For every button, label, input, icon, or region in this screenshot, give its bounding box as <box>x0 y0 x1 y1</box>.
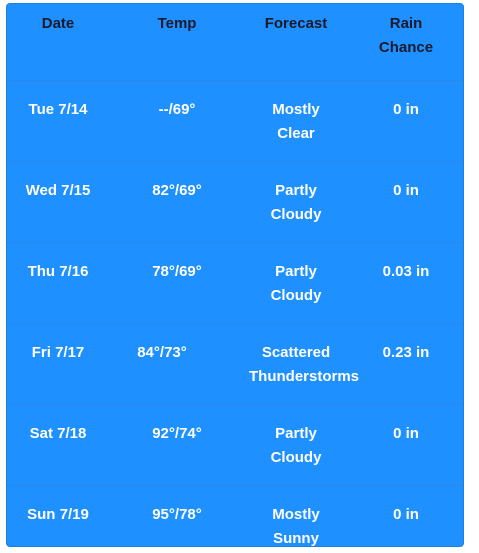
table-row: Fri 7/17 84°/73° Scattered Thunderstorms… <box>7 323 463 405</box>
forecast-line2: Thunderstorms <box>249 368 360 385</box>
header-temp: Temp <box>109 4 245 81</box>
temp-cell: 78°/69° <box>109 242 245 324</box>
forecast-cell: Partly Cloudy <box>245 161 347 243</box>
table-row: Tue 7/14 --/69° Mostly Clear 0 in <box>7 80 463 162</box>
header-date: Date <box>7 4 109 81</box>
rain-cell: 0.03 in <box>347 242 463 324</box>
header-forecast: Forecast <box>245 4 347 81</box>
table-row: Thu 7/16 78°/69° Partly Cloudy 0.03 in <box>7 242 463 324</box>
forecast-line1: Partly <box>275 263 317 280</box>
forecast-line1: Partly <box>275 425 317 442</box>
forecast-line1: Scattered <box>261 344 331 361</box>
date-cell: Tue 7/14 <box>7 80 109 162</box>
date-cell: Sat 7/18 <box>7 404 109 486</box>
forecast-line2: Cloudy <box>270 287 322 304</box>
temp-cell: 84°/73° <box>109 323 245 405</box>
header-rain-chance: Rain Chance <box>347 4 463 81</box>
date-cell: Thu 7/16 <box>7 242 109 324</box>
forecast-line2: Cloudy <box>270 449 322 466</box>
header-rain-line2: Chance <box>378 39 434 56</box>
table-row: Sat 7/18 92°/74° Partly Cloudy 0 in <box>7 404 463 486</box>
rain-cell: 0 in <box>347 404 463 486</box>
rain-cell: 0.23 in <box>347 323 463 405</box>
header-rain-line1: Rain <box>389 15 423 32</box>
date-cell: Wed 7/15 <box>7 161 109 243</box>
header-row: Date Temp Forecast Rain Chance <box>7 4 463 81</box>
rain-cell: 0 in <box>347 161 463 243</box>
forecast-line1: Mostly <box>272 101 320 118</box>
forecast-table: Date Temp Forecast Rain Chance Tue 7/14 … <box>7 4 463 547</box>
temp-cell: 95°/78° <box>109 485 245 546</box>
rain-cell: 0 in <box>347 80 463 162</box>
date-cell: Sun 7/19 <box>7 485 109 546</box>
forecast-cell: Mostly Clear <box>245 80 347 162</box>
forecast-cell: Mostly Sunny <box>245 485 347 547</box>
temp-cell: 82°/69° <box>109 161 245 243</box>
temp-cell: 92°/74° <box>109 404 245 486</box>
forecast-cell: Partly Cloudy <box>245 404 347 486</box>
weather-forecast-panel: Date Temp Forecast Rain Chance Tue 7/14 … <box>6 3 464 547</box>
table-row: Sun 7/19 95°/78° Mostly Sunny 0 in <box>7 485 463 547</box>
forecast-line1: Mostly <box>272 506 320 523</box>
forecast-line2: Clear <box>277 125 315 142</box>
forecast-line1: Partly <box>275 182 317 199</box>
forecast-line2: Cloudy <box>270 206 322 223</box>
forecast-cell: Partly Cloudy <box>245 242 347 324</box>
forecast-line2: Sunny <box>273 530 319 547</box>
temp-cell: --/69° <box>109 80 245 162</box>
forecast-cell: Scattered Thunderstorms <box>245 323 359 405</box>
date-cell: Fri 7/17 <box>7 323 109 405</box>
table-row: Wed 7/15 82°/69° Partly Cloudy 0 in <box>7 161 463 243</box>
rain-cell: 0 in <box>347 485 463 546</box>
